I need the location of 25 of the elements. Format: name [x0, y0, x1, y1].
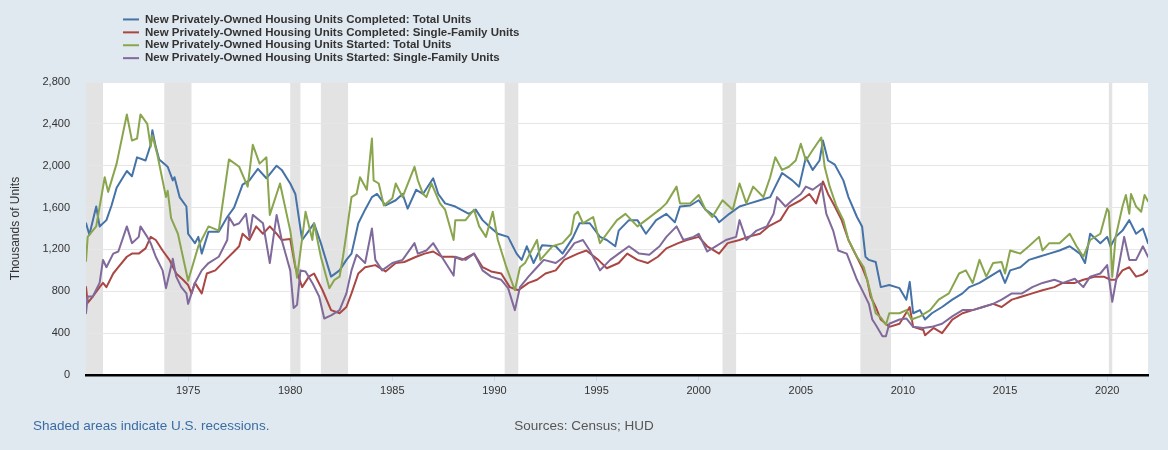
legend-label: New Privately-Owned Housing Units Started: Total Units [145, 38, 452, 51]
legend-label: New Privately-Owned Housing Units Completed: Total Units [145, 12, 472, 25]
legend-label: New Privately-Owned Housing Units Started: Single-Family Units [145, 51, 500, 64]
legend-label: New Privately-Owned Housing Units Completed: Single-Family Units [145, 25, 520, 38]
x-tick-label: 2010 [890, 383, 916, 396]
x-tick-label: 1975 [175, 383, 201, 396]
x-tick-label: 1990 [482, 383, 507, 396]
x-tick-label: 1985 [380, 383, 405, 396]
x-tick-label: 1980 [277, 383, 303, 396]
y-tick-label: 0 [63, 368, 70, 381]
x-tick-label: 2020 [1094, 383, 1120, 396]
y-tick-label: 400 [51, 326, 70, 339]
x-tick-label: 2015 [992, 383, 1018, 396]
y-tick-label: 2,000 [42, 158, 70, 171]
y-tick-label: 2,400 [42, 116, 70, 129]
x-tick-label: 2005 [788, 383, 814, 396]
y-tick-label: 800 [51, 284, 70, 297]
y-tick-label: 1,200 [42, 242, 70, 255]
text: Shaded areas indicate U.S. recessions. [32, 417, 271, 433]
source-note: Sources: Census; HUD [513, 417, 655, 433]
y-tick-label: 1,600 [42, 200, 70, 213]
x-tick-label: 2000 [686, 383, 711, 396]
y-axis-title: Thousands of Units [7, 176, 22, 281]
y-tick-label: 2,800 [42, 75, 70, 88]
x-tick-label: 1995 [584, 383, 609, 396]
